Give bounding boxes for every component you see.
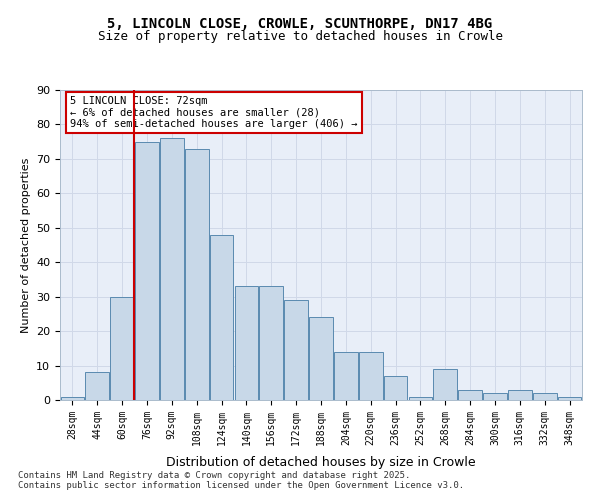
Bar — [458, 390, 482, 400]
Bar — [433, 369, 457, 400]
Bar — [284, 300, 308, 400]
Text: Contains HM Land Registry data © Crown copyright and database right 2025.
Contai: Contains HM Land Registry data © Crown c… — [18, 470, 464, 490]
Bar — [235, 286, 258, 400]
Bar — [210, 234, 233, 400]
Bar — [135, 142, 159, 400]
Bar — [533, 393, 557, 400]
Bar — [384, 376, 407, 400]
Bar — [110, 296, 134, 400]
Bar — [359, 352, 383, 400]
Text: Size of property relative to detached houses in Crowle: Size of property relative to detached ho… — [97, 30, 503, 43]
Bar — [409, 396, 432, 400]
Bar — [85, 372, 109, 400]
Bar — [185, 148, 209, 400]
Bar — [558, 396, 581, 400]
X-axis label: Distribution of detached houses by size in Crowle: Distribution of detached houses by size … — [166, 456, 476, 469]
Text: 5 LINCOLN CLOSE: 72sqm
← 6% of detached houses are smaller (28)
94% of semi-deta: 5 LINCOLN CLOSE: 72sqm ← 6% of detached … — [70, 96, 358, 129]
Y-axis label: Number of detached properties: Number of detached properties — [20, 158, 31, 332]
Bar — [334, 352, 358, 400]
Bar — [508, 390, 532, 400]
Bar — [160, 138, 184, 400]
Text: 5, LINCOLN CLOSE, CROWLE, SCUNTHORPE, DN17 4BG: 5, LINCOLN CLOSE, CROWLE, SCUNTHORPE, DN… — [107, 18, 493, 32]
Bar — [259, 286, 283, 400]
Bar — [483, 393, 507, 400]
Bar — [309, 318, 333, 400]
Bar — [61, 396, 84, 400]
